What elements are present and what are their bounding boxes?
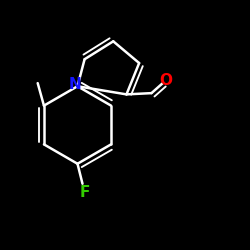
- Text: F: F: [80, 185, 90, 200]
- Text: O: O: [160, 73, 172, 88]
- Text: N: N: [68, 77, 81, 92]
